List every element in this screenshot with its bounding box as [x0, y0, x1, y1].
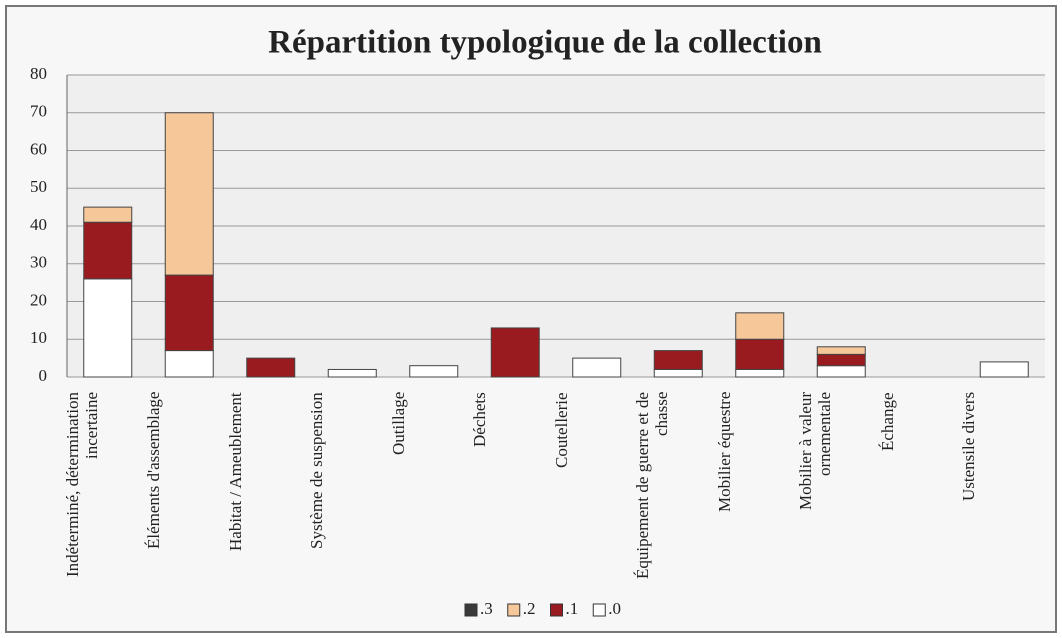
x-tick-label: Mobilier à valeur ornementale	[796, 392, 835, 511]
legend-label: .3	[480, 599, 493, 618]
bar-segment	[490, 327, 540, 378]
x-tick-label: Mobilier équestre	[714, 392, 734, 513]
x-tick-label: Déchets	[470, 392, 490, 447]
x-tick-label: Outillage	[388, 392, 408, 456]
legend-label: .1	[566, 599, 579, 618]
bar-segment	[653, 350, 703, 370]
y-tick-label: 80	[30, 64, 47, 83]
bar-segment	[735, 368, 785, 378]
legend-swatch	[464, 603, 478, 617]
bar-segment	[735, 338, 785, 370]
bar-segment	[83, 278, 133, 378]
x-tick-label: Coutellerie	[551, 392, 571, 468]
bar-segment	[164, 112, 214, 276]
x-tick-label: Ustensile divers	[959, 392, 979, 502]
bar-segment	[572, 357, 622, 378]
bar-segment	[653, 368, 703, 378]
bar-segment	[735, 312, 785, 340]
bar-segment	[83, 221, 133, 280]
bar-segment	[246, 357, 296, 378]
bar-segment	[816, 346, 866, 355]
chart-title: Répartition typologique de la collection	[268, 25, 822, 61]
y-tick-label: 30	[30, 253, 47, 272]
x-tick-label: Échange	[877, 392, 897, 451]
x-tick-label: Équipement de guerre et de chasse	[633, 392, 672, 579]
x-tick-label: Système de suspension	[307, 392, 327, 549]
legend-swatch	[550, 603, 563, 617]
legend-swatch	[592, 603, 606, 617]
y-tick-label: 60	[30, 139, 47, 158]
bar-segment	[409, 365, 459, 378]
y-tick-label: 10	[30, 328, 47, 347]
y-tick-label: 0	[39, 366, 48, 385]
bar-segment	[164, 350, 214, 378]
bar-segment	[83, 206, 133, 223]
legend-label: .2	[523, 599, 536, 618]
y-tick-label: 50	[30, 177, 47, 196]
legend-swatch	[507, 603, 521, 617]
x-tick-label: Indéterminé, détermination incertaine	[62, 392, 101, 578]
y-tick-label: 40	[30, 215, 47, 234]
bar-segment	[816, 365, 866, 378]
x-tick-label: Éléments d'assemblage	[144, 392, 164, 550]
bar-segment	[979, 361, 1029, 378]
bar-segment	[164, 274, 214, 352]
x-tick-label: Habitat / Ameublement	[225, 392, 245, 551]
bar-segment	[816, 353, 866, 367]
legend-label: .0	[608, 599, 621, 618]
y-tick-label: 20	[30, 290, 47, 309]
bar-segment	[327, 368, 377, 378]
y-tick-label: 70	[30, 102, 47, 121]
